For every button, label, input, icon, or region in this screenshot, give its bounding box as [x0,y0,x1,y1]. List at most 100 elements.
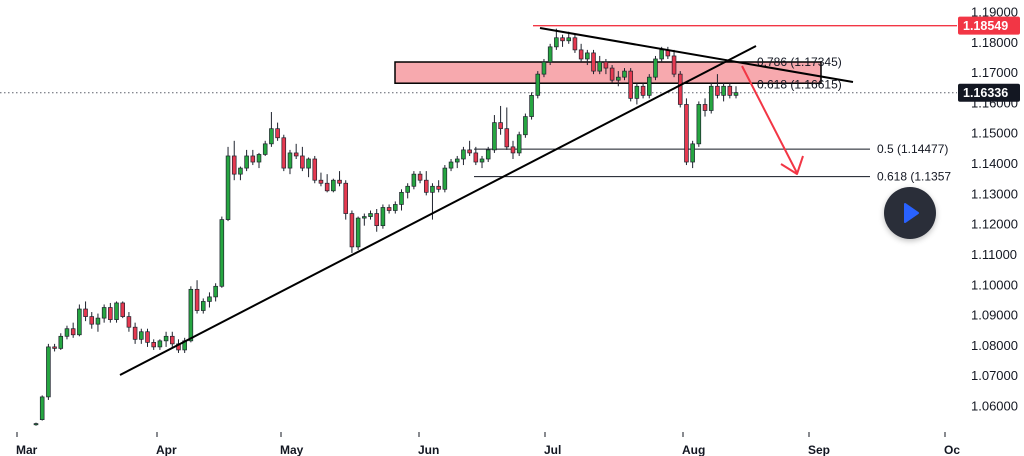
play-button[interactable] [884,187,936,239]
candle-body [163,335,169,342]
candle-body [411,173,417,187]
candle-body [566,37,572,42]
price-tags: 1.18549 1.16336 [958,16,1020,102]
candle-body [349,213,355,248]
fib-level-label: 0.618 (1.16615) [757,77,842,91]
candle-body [70,328,76,336]
candle-body [132,326,138,340]
candle-body [529,94,534,117]
y-tick-label: 1.18000 [971,35,1018,50]
candle-body [108,307,113,320]
candle-body [603,61,609,69]
candle-body [293,152,299,157]
candle-body [430,185,435,193]
candle-body [64,328,70,337]
candle-body [256,154,262,163]
candle-body [101,307,107,319]
candle-body [170,335,175,345]
falling-trendline [539,27,854,83]
x-tick-label: Jul [544,443,561,456]
candle-body [120,302,125,317]
candle-body [684,104,689,163]
candle-body [355,217,361,248]
candle-body [225,155,231,220]
candle-body [659,49,664,60]
candle-body [238,167,243,175]
fib-level-label: 0.786 (1.17345) [757,55,842,69]
x-tick-label: Sep [808,443,830,456]
candle-body [126,316,132,328]
candle-body [442,167,448,190]
candle-body [560,37,565,42]
candle-body [244,155,249,169]
candle-body [269,128,274,145]
candle-body [145,331,150,343]
candle-body [454,158,460,163]
candle-body [585,52,590,60]
candle-body [46,346,51,398]
candle-body [498,122,503,130]
candle-body [399,191,404,205]
candle-body [727,85,733,96]
trendline-layer [119,27,854,376]
candle-body [157,340,163,348]
candle-body [262,143,268,155]
candle-body [461,149,466,160]
candle-body [417,173,423,181]
candle-body [647,76,652,96]
candle-body [467,149,472,154]
x-tick-label: Aug [682,443,705,456]
price-tag-label: 1.16336 [963,86,1008,100]
candle-body [300,155,305,169]
candle-body [640,85,646,96]
candle-body [200,301,206,311]
candle-body [343,182,349,214]
candle-body [306,158,311,169]
x-tick-label: Apr [156,443,177,456]
candle-body [386,207,392,211]
fib-level-lines: 0.786 (1.17345) 0.618 (1.16615) 0.5 (1.144… [0,25,957,184]
candle-body [616,76,621,81]
candle-body [677,73,683,105]
candle-body [671,55,677,75]
y-tick-label: 1.09000 [971,308,1018,323]
candle-body [77,308,82,336]
y-tick-label: 1.19000 [971,5,1018,20]
candle-body [324,182,330,192]
candle-body [547,46,553,63]
candle-body [393,204,398,211]
candle-body [58,335,64,349]
y-tick-label: 1.10000 [971,277,1018,292]
y-tick-label: 1.13000 [971,186,1018,201]
candle-body [690,143,695,163]
candle-body [423,179,429,193]
fib-level-label: 0.618 (1.1357 [877,170,951,184]
candle-body [535,73,541,96]
candle-body [151,342,156,348]
candle-body [337,179,342,184]
candle-body [708,85,714,111]
candle-body [733,92,739,96]
x-tick-label: Jun [418,443,439,456]
candle-body [702,104,708,111]
fib-level-label: 0.5 (1.14477) [877,142,948,156]
candle-body [287,152,293,169]
candle-body [219,219,225,287]
candle-body [139,331,144,340]
candle-body [715,85,720,96]
candle-body [194,288,200,311]
candle-body [188,288,194,342]
candle-body [578,49,584,60]
candle-body [628,70,633,99]
candle-body [634,85,640,99]
candle-body [492,122,497,151]
candle-body [591,52,596,72]
candle-body [622,70,627,78]
candle-body [479,158,485,163]
candle-body [114,302,119,320]
candle-body [572,37,578,51]
y-tick-label: 1.17000 [971,65,1018,80]
candle-body [510,146,516,154]
candle-body [380,207,386,227]
